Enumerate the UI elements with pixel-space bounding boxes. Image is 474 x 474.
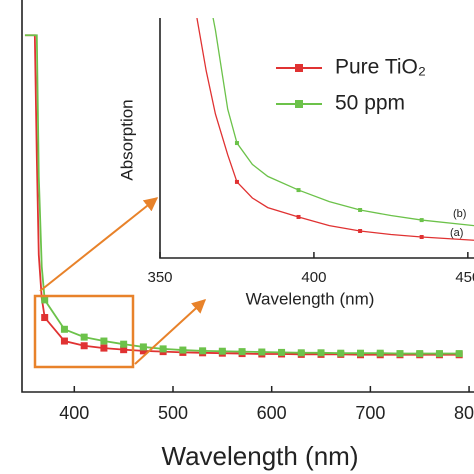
inset-plot: [196, 18, 474, 241]
marker: [435, 350, 443, 358]
marker: [238, 348, 246, 356]
marker: [278, 348, 286, 356]
marker: [296, 214, 301, 219]
x-tick-label: 600: [257, 403, 287, 423]
marker: [419, 235, 424, 239]
legend-label: 50 ppm: [335, 92, 405, 115]
marker: [376, 349, 384, 357]
x-tick-label: 400: [59, 403, 89, 423]
x-tick-label: 400: [301, 269, 326, 286]
marker: [41, 314, 49, 322]
marker: [80, 342, 88, 350]
marker: [80, 333, 88, 341]
marker: [455, 350, 463, 358]
marker: [416, 350, 424, 358]
marker: [218, 347, 226, 355]
marker: [179, 346, 187, 354]
marker: [419, 218, 424, 223]
marker: [139, 347, 147, 355]
marker: [139, 343, 147, 351]
marker: [41, 296, 49, 304]
main-axes: [21, 0, 474, 393]
plot-area: [24, 34, 463, 359]
marker: [317, 349, 325, 357]
inset-background: [147, 16, 474, 266]
marker: [60, 325, 68, 333]
marker: [100, 337, 108, 345]
x-tick-label: 350: [147, 269, 172, 286]
zoom-box: [33, 294, 135, 369]
main-plot: [24, 34, 463, 359]
marker: [258, 348, 266, 356]
plot-area: [196, 18, 474, 241]
legend-marker: [295, 64, 303, 72]
marker: [120, 346, 128, 354]
zoom-arrow: [39, 197, 159, 292]
marker: [337, 349, 345, 357]
x-axis-label: Wavelength (nm): [162, 441, 359, 471]
annotation: (b): [453, 208, 466, 220]
series-line: [212, 18, 474, 227]
x-tick-label: 700: [355, 403, 385, 423]
legend-marker: [295, 100, 303, 108]
marker: [297, 349, 305, 357]
x-tick-label: 800: [454, 403, 474, 423]
marker: [199, 347, 207, 355]
marker: [358, 208, 363, 212]
marker: [234, 141, 239, 146]
marker: [234, 179, 239, 184]
marker: [60, 337, 68, 345]
marker: [120, 340, 128, 348]
inset-x-axis-label: Wavelength (nm): [246, 289, 375, 308]
marker: [159, 345, 167, 353]
zoom-arrow: [134, 299, 207, 365]
inset-y-axis-label: Absorption: [117, 99, 136, 180]
series-line: [196, 18, 474, 241]
x-tick-label: 450: [455, 269, 474, 286]
marker: [296, 188, 301, 193]
marker: [358, 229, 363, 233]
marker: [100, 344, 108, 352]
legend-label: Pure TiO₂: [335, 56, 426, 79]
marker: [357, 349, 365, 357]
annotation: (a): [450, 227, 463, 239]
x-tick-label: 500: [158, 403, 188, 423]
marker: [396, 350, 404, 358]
